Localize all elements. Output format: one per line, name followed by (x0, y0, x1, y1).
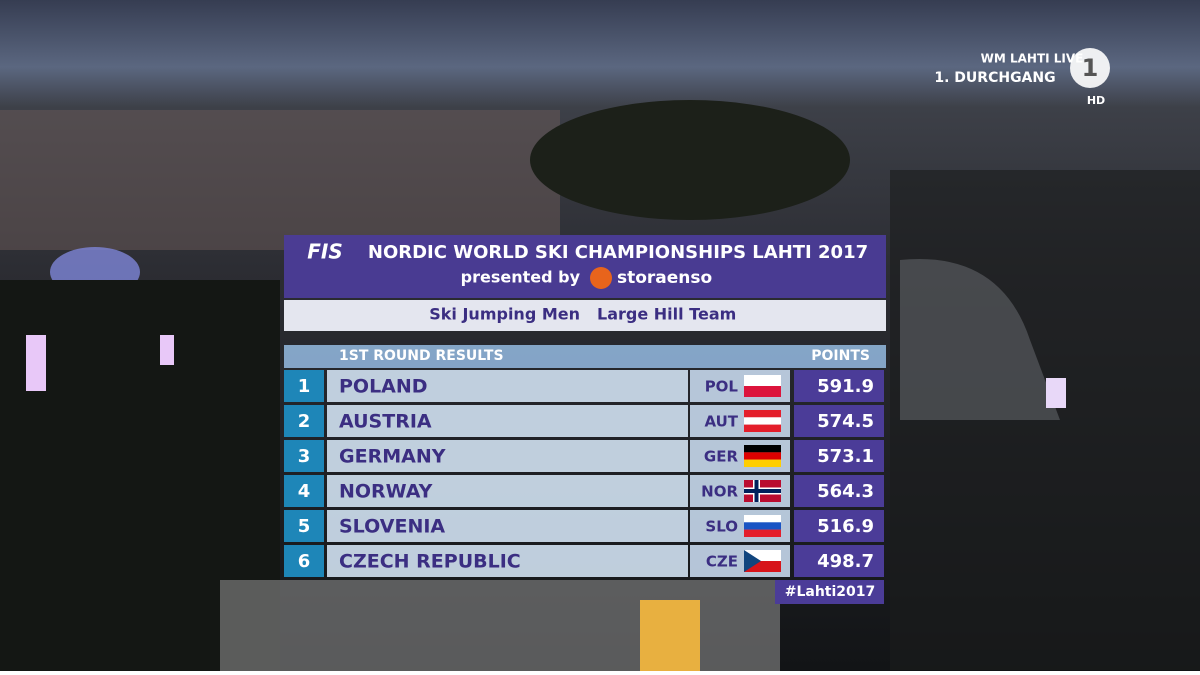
flag-part (744, 375, 781, 386)
channel-circle (1070, 48, 1110, 88)
rank: 1 (298, 376, 311, 397)
country-code: SLO (705, 518, 738, 536)
title: NORDIC WORLD SKI CHAMPIONSHIPS LAHTI 201… (368, 242, 868, 263)
country-box (327, 440, 688, 472)
round-label: 1. DURCHGANG (934, 70, 1055, 86)
points-box (794, 405, 884, 437)
rank-box (284, 440, 324, 472)
points-box (794, 475, 884, 507)
points: 498.7 (817, 551, 874, 572)
sponsor: storaenso (617, 268, 712, 288)
flag-part (744, 522, 781, 530)
points: 573.1 (817, 446, 874, 467)
flag-part (744, 561, 781, 572)
country: CZECH REPUBLIC (339, 551, 521, 573)
flag-part (744, 515, 781, 523)
header-band (284, 235, 886, 298)
country: AUSTRIA (339, 411, 432, 433)
competition: Large Hill Team (597, 305, 736, 324)
flag-part (744, 410, 781, 418)
presented-by: presented by (461, 268, 581, 287)
rank-box (284, 475, 324, 507)
result-row: 3 GERMANY GER 573.1 (284, 440, 884, 472)
channel-number: 1 (1082, 54, 1099, 82)
result-row: 4 NORWAY NOR 564.3 (284, 475, 884, 507)
results-graphic: FIS NORDIC WORLD SKI CHAMPIONSHIPS LAHTI… (284, 235, 886, 604)
hashtag-box (775, 580, 884, 604)
flag-part (744, 452, 781, 460)
points: 591.9 (817, 376, 874, 397)
country-box (327, 370, 688, 402)
flag-part (744, 424, 781, 432)
country: POLAND (339, 376, 428, 398)
flag-part (744, 445, 781, 453)
flag-part (744, 550, 781, 561)
channel-logo: WM LAHTI LIVE 1. DURCHGANG 1 HD (934, 48, 1110, 107)
event: Ski Jumping Men (429, 305, 580, 324)
country: GERMANY (339, 446, 446, 468)
result-row: 2 AUSTRIA AUT 574.5 (284, 405, 884, 437)
flag (744, 375, 781, 397)
result-row: 6 CZECH REPUBLIC CZE 498.7 (284, 545, 884, 577)
points: 574.5 (817, 411, 874, 432)
rank: 4 (298, 481, 311, 502)
rank-box (284, 405, 324, 437)
country-code: NOR (701, 483, 738, 501)
rank-box (284, 370, 324, 402)
result-row: 5 SLOVENIA SLO 516.9 (284, 510, 884, 542)
country-box (327, 545, 688, 577)
country-box (327, 405, 688, 437)
country-box (327, 475, 688, 507)
hd-label: HD (1087, 94, 1105, 107)
rank: 5 (298, 516, 311, 537)
flag (744, 445, 781, 467)
country: NORWAY (339, 481, 433, 503)
country-code: CZE (706, 553, 738, 571)
sponsor-logo (590, 267, 612, 289)
country: SLOVENIA (339, 516, 445, 538)
rank: 2 (298, 411, 311, 432)
flag (744, 515, 781, 537)
flag-part (744, 529, 781, 537)
points-box (794, 510, 884, 542)
country-box (327, 510, 688, 542)
result-row: 1 POLAND POL 591.9 (284, 370, 884, 402)
column-results: 1ST ROUND RESULTS (339, 348, 504, 364)
rank-box (284, 510, 324, 542)
points-box (794, 545, 884, 577)
rank: 3 (298, 446, 311, 467)
subtitle-band (284, 300, 886, 331)
flag-part (744, 417, 781, 425)
points: 564.3 (817, 481, 874, 502)
flag-part (744, 386, 781, 397)
flag (744, 480, 781, 502)
result-rows: 1 POLAND POL 591.9 2 AUSTRIA AUT 574.5 3 GERMANY G… (284, 370, 884, 577)
column-points: POINTS (811, 348, 870, 364)
points: 516.9 (817, 516, 874, 537)
country-code: POL (705, 378, 739, 396)
column-header (284, 345, 886, 368)
rank-box (284, 545, 324, 577)
country-code: GER (704, 448, 739, 466)
hashtag: #Lahti2017 (785, 584, 876, 600)
flag-part (744, 550, 761, 572)
flag (744, 410, 781, 432)
live-label: WM LAHTI LIVE (981, 52, 1084, 66)
flag-part (744, 489, 781, 493)
fis-logo: FIS (307, 240, 343, 264)
country-code: AUT (704, 413, 738, 431)
rank: 6 (298, 551, 311, 572)
points-box (794, 440, 884, 472)
flag-part (744, 459, 781, 467)
points-box (794, 370, 884, 402)
flag (744, 550, 781, 572)
landscape (0, 100, 1200, 671)
